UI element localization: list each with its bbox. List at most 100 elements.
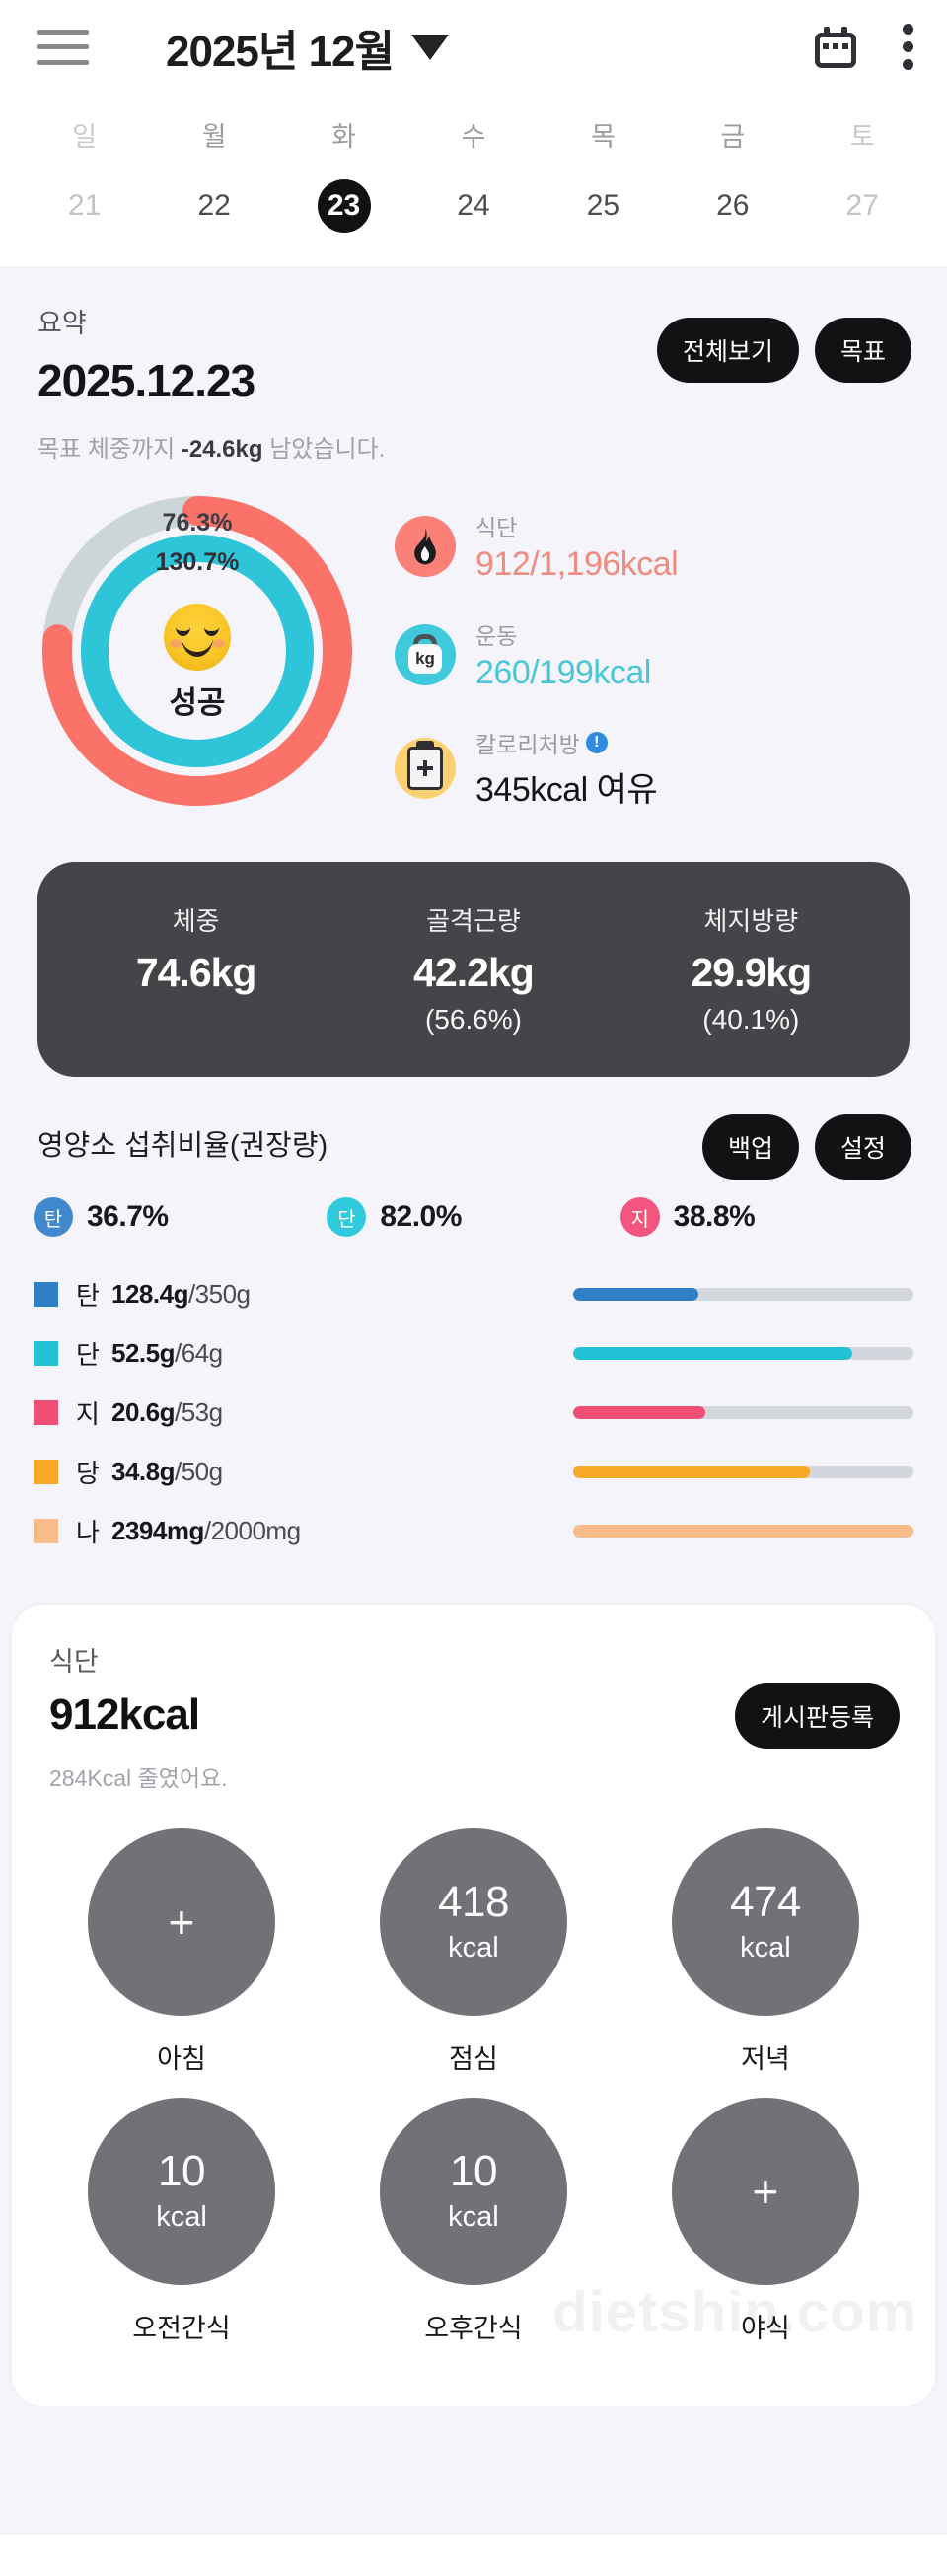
meal-slot-label: 야식 — [741, 2314, 790, 2343]
nutrition-actions: 백업 설정 — [701, 1114, 911, 1180]
stat-exercise-label: 운동 — [475, 623, 518, 649]
body-comp-label: 체지방량 — [703, 906, 799, 936]
meal-value-dinner-button[interactable]: 474 kcal — [671, 1828, 859, 2016]
meal-slot-label: 점심 — [449, 2044, 498, 2074]
stat-calorie-prescription[interactable]: 칼로리처방 ! 345kcal 여유 — [395, 726, 913, 811]
stat-diet[interactable]: 식단 912/1,196kcal — [395, 509, 913, 584]
day-cell-25[interactable]: 25 — [539, 179, 668, 233]
nutrient-progress-sodium — [573, 1525, 913, 1538]
dow-cell: 수 — [408, 104, 538, 179]
nutrient-target: /350g — [187, 1279, 251, 1309]
meal-slot-afternoon-snack: 10 kcal 오후간식 — [328, 2098, 619, 2345]
day-number-row: 21 22 23 24 25 26 27 — [0, 179, 947, 233]
stat-exercise[interactable]: kg 운동 260/199kcal — [395, 617, 913, 692]
inner-percent-label: 130.7% — [155, 548, 240, 576]
dow-label: 금 — [720, 122, 746, 152]
dow-cell: 토 — [798, 104, 927, 179]
day-cell-24[interactable]: 24 — [408, 179, 538, 233]
donut-center-text: 성공 — [169, 685, 226, 720]
nutrient-name: 단 — [76, 1340, 100, 1370]
calendar-icon[interactable] — [815, 26, 856, 68]
macro-protein: 단 82.0% — [327, 1197, 619, 1237]
meal-value-afternoon-snack-button[interactable]: 10 kcal — [379, 2098, 567, 2285]
day-number: 24 — [457, 189, 490, 222]
goal-weight-note: 목표 체중까지 -24.6kg 남았습니다. — [37, 429, 910, 464]
nutrient-amount: 128.4g/350g — [111, 1279, 251, 1310]
plus-icon: + — [752, 2166, 779, 2217]
macro-pct-fat: 38.8% — [673, 1200, 756, 1233]
summary-date: 2025.12.23 — [37, 355, 255, 406]
body-comp-value: 29.9kg — [691, 950, 812, 995]
nutrient-target: /50g — [175, 1457, 223, 1486]
meal-slot-label: 오전간식 — [132, 2314, 231, 2343]
stat-diet-label: 식단 — [475, 515, 518, 540]
swatch-carb — [34, 1282, 58, 1307]
day-cell-23-selected[interactable]: 23 — [279, 179, 408, 233]
meal-add-late-night-button[interactable]: + — [671, 2098, 859, 2285]
body-comp-muscle: 골격근량 42.2kg (56.6%) — [334, 901, 612, 1036]
meal-note: 284Kcal 줄였어요. — [49, 1765, 228, 1791]
dow-label: 목 — [590, 122, 616, 152]
goal-button[interactable]: 목표 — [814, 318, 911, 383]
dow-label: 화 — [331, 122, 356, 152]
meal-kcal-value: 474 — [729, 1878, 801, 1927]
swatch-fat — [34, 1400, 58, 1425]
donut-center: 성공 — [34, 604, 361, 722]
meal-kcal-value: 10 — [158, 2147, 205, 2196]
meal-slot-late-night: + 야식 — [619, 2098, 911, 2345]
nutrient-name: 당 — [76, 1459, 100, 1488]
dow-label: 일 — [72, 122, 98, 152]
meal-value-morning-snack-button[interactable]: 10 kcal — [87, 2098, 275, 2285]
meal-slot-grid: + 아침 418 kcal 점심 474 kcal 저녁 — [12, 1793, 935, 2367]
meal-card: 식단 912kcal 284Kcal 줄였어요. 게시판등록 + 아침 418 … — [12, 1605, 935, 2406]
day-cell-21[interactable]: 21 — [20, 179, 149, 233]
nutrient-row-sodium: 나 2394mg/2000mg — [34, 1513, 913, 1549]
swatch-sugar — [34, 1460, 58, 1484]
body-comp-pct: (56.6%) — [424, 1004, 523, 1035]
dow-cell: 목 — [539, 104, 668, 179]
board-register-button[interactable]: 게시판등록 — [734, 1683, 900, 1749]
day-number-selected: 23 — [317, 179, 371, 233]
dow-label: 토 — [849, 122, 875, 152]
meal-slot-breakfast: + 아침 — [36, 1828, 328, 2076]
stat-calorie-label: 칼로리처방 — [475, 732, 580, 757]
view-all-button[interactable]: 전체보기 — [656, 318, 799, 383]
clipboard-medical-icon — [395, 738, 456, 799]
hamburger-icon[interactable] — [37, 29, 89, 65]
stat-diet-value: 912/1,196kcal — [475, 545, 679, 583]
meal-kcal-unit: kcal — [448, 2200, 499, 2233]
meal-add-breakfast-button[interactable]: + — [87, 1828, 275, 2016]
day-cell-22[interactable]: 22 — [149, 179, 278, 233]
day-cell-27[interactable]: 27 — [798, 179, 927, 233]
info-icon[interactable]: ! — [585, 732, 608, 753]
month-selector[interactable]: 2025년 12월 — [166, 16, 450, 79]
macro-badge-protein: 단 — [327, 1197, 367, 1237]
dow-cell: 일 — [20, 104, 149, 179]
week-calendar-strip: 일 월 화 수 목 금 토 21 22 23 24 25 26 27 — [0, 94, 947, 266]
nutrient-progress-sugar — [573, 1466, 913, 1478]
day-number: 26 — [716, 189, 750, 222]
day-number: 22 — [197, 189, 231, 222]
nutrient-current: 34.8g — [111, 1457, 176, 1486]
nutrient-target: /2000mg — [203, 1516, 301, 1545]
settings-button[interactable]: 설정 — [814, 1114, 911, 1180]
nutrient-amount: 34.8g/50g — [111, 1457, 223, 1487]
nutrient-progress-protein — [573, 1347, 913, 1360]
nutrient-row-sugar: 당 34.8g/50g — [34, 1454, 913, 1490]
nutrient-row-carb: 탄 128.4g/350g — [34, 1276, 913, 1313]
dow-cell: 금 — [668, 104, 797, 179]
more-vertical-icon[interactable] — [902, 24, 913, 70]
note-suffix: 남았습니다. — [262, 436, 386, 463]
meal-value-lunch-button[interactable]: 418 kcal — [379, 1828, 567, 2016]
plus-icon: + — [168, 1896, 195, 1948]
dow-cell: 월 — [149, 104, 278, 179]
macro-badge-fat: 지 — [619, 1197, 660, 1237]
meal-slot-label: 아침 — [157, 2044, 206, 2074]
meal-actions: 게시판등록 — [734, 1683, 900, 1749]
day-cell-26[interactable]: 26 — [668, 179, 797, 233]
day-of-week-row: 일 월 화 수 목 금 토 — [0, 104, 947, 179]
body-composition-card[interactable]: 체중 74.6kg 골격근량 42.2kg (56.6%) 체지방량 29.9k… — [37, 862, 910, 1077]
backup-button[interactable]: 백업 — [701, 1114, 799, 1180]
day-number: 21 — [68, 189, 102, 222]
note-value: -24.6kg — [181, 436, 263, 463]
